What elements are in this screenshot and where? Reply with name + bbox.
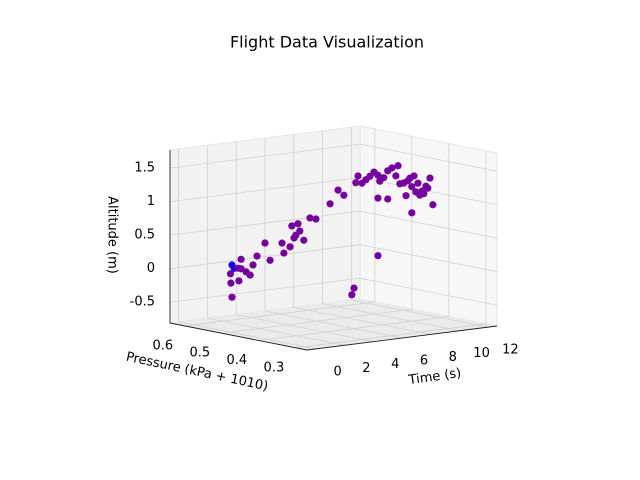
grid-line [359,277,498,306]
data-point [350,284,358,292]
x-axis-label: Time (s) [407,366,462,388]
grid-line [295,323,486,349]
data-point [334,186,342,194]
data-point [380,174,388,182]
y-tick-label: 0.6 [152,338,173,353]
grid-line [178,321,316,350]
data-point [429,201,437,209]
data-point [424,184,432,192]
x-tick-label: 6 [420,354,428,369]
z-tick-label: 0.5 [134,228,155,243]
data-point [374,171,382,179]
data-point [326,200,334,208]
data-point [306,214,314,222]
data-point [253,252,261,260]
data-point [410,172,418,180]
data-point [228,293,236,301]
data-point [392,172,400,180]
z-tick-label: 0 [147,261,155,276]
grid-line [293,306,431,335]
data-point [280,249,288,257]
data-point [420,190,428,198]
z-tick-label: -0.5 [130,295,155,310]
side-pane [359,125,498,327]
z-tick-label: 1.5 [134,161,155,176]
data-point [384,195,392,203]
y-tick-label: 0.3 [264,360,285,375]
points [226,162,437,301]
grid-line [221,308,412,334]
z-tick-label: 1 [147,194,155,209]
data-point [394,162,402,170]
grid-line [184,301,375,327]
data-point [300,236,308,244]
data-point [312,215,320,223]
grid-line [264,310,403,339]
grid-line [236,314,374,343]
data-point [352,179,360,187]
grid-line [258,316,449,341]
grid-line [351,299,489,328]
z-axis-label: Altitude (m) [105,196,120,274]
x-tick-label: 2 [362,361,370,376]
data-point [426,174,434,182]
data-point [246,271,254,279]
data-point [278,239,286,247]
y-tick-label: 0.5 [189,346,210,361]
data-point [261,239,269,247]
x-tick-label: 8 [449,350,457,365]
x-tick-label: 0 [333,364,341,379]
data-point [294,220,302,228]
y-axis-line [169,322,308,351]
grid [169,127,498,350]
data-point [340,191,348,199]
data-point [408,183,416,191]
data-point [354,172,362,180]
grid-line [359,244,498,273]
x-tick-label: 4 [391,357,399,372]
grid-line [207,317,345,346]
y-tick-label: 0.4 [227,353,248,368]
data-point [235,277,243,285]
grid-line [169,244,361,270]
data-point [388,164,396,172]
data-point [288,222,296,230]
x-tick-label: 12 [502,343,519,358]
data-point [286,243,294,251]
data-point [266,256,274,264]
x-axis-line [306,325,498,351]
grid-line [169,177,361,203]
data-point [227,279,235,287]
data-point [414,179,422,187]
x-tick-label: 10 [473,346,490,361]
data-point [374,194,382,202]
data-point [249,261,257,269]
data-point [402,192,410,200]
grid-line [169,210,361,236]
grid-line [359,210,498,239]
data-point [348,291,356,299]
data-point [374,252,382,260]
grid-line [359,143,498,172]
data-point [296,227,304,235]
grid-line [169,277,361,303]
data-point [408,209,416,217]
data-point [237,255,245,263]
data-point [226,270,235,278]
grid-line [169,143,361,169]
grid-line [322,303,460,332]
chart-title: Flight Data Visualization [230,33,424,52]
